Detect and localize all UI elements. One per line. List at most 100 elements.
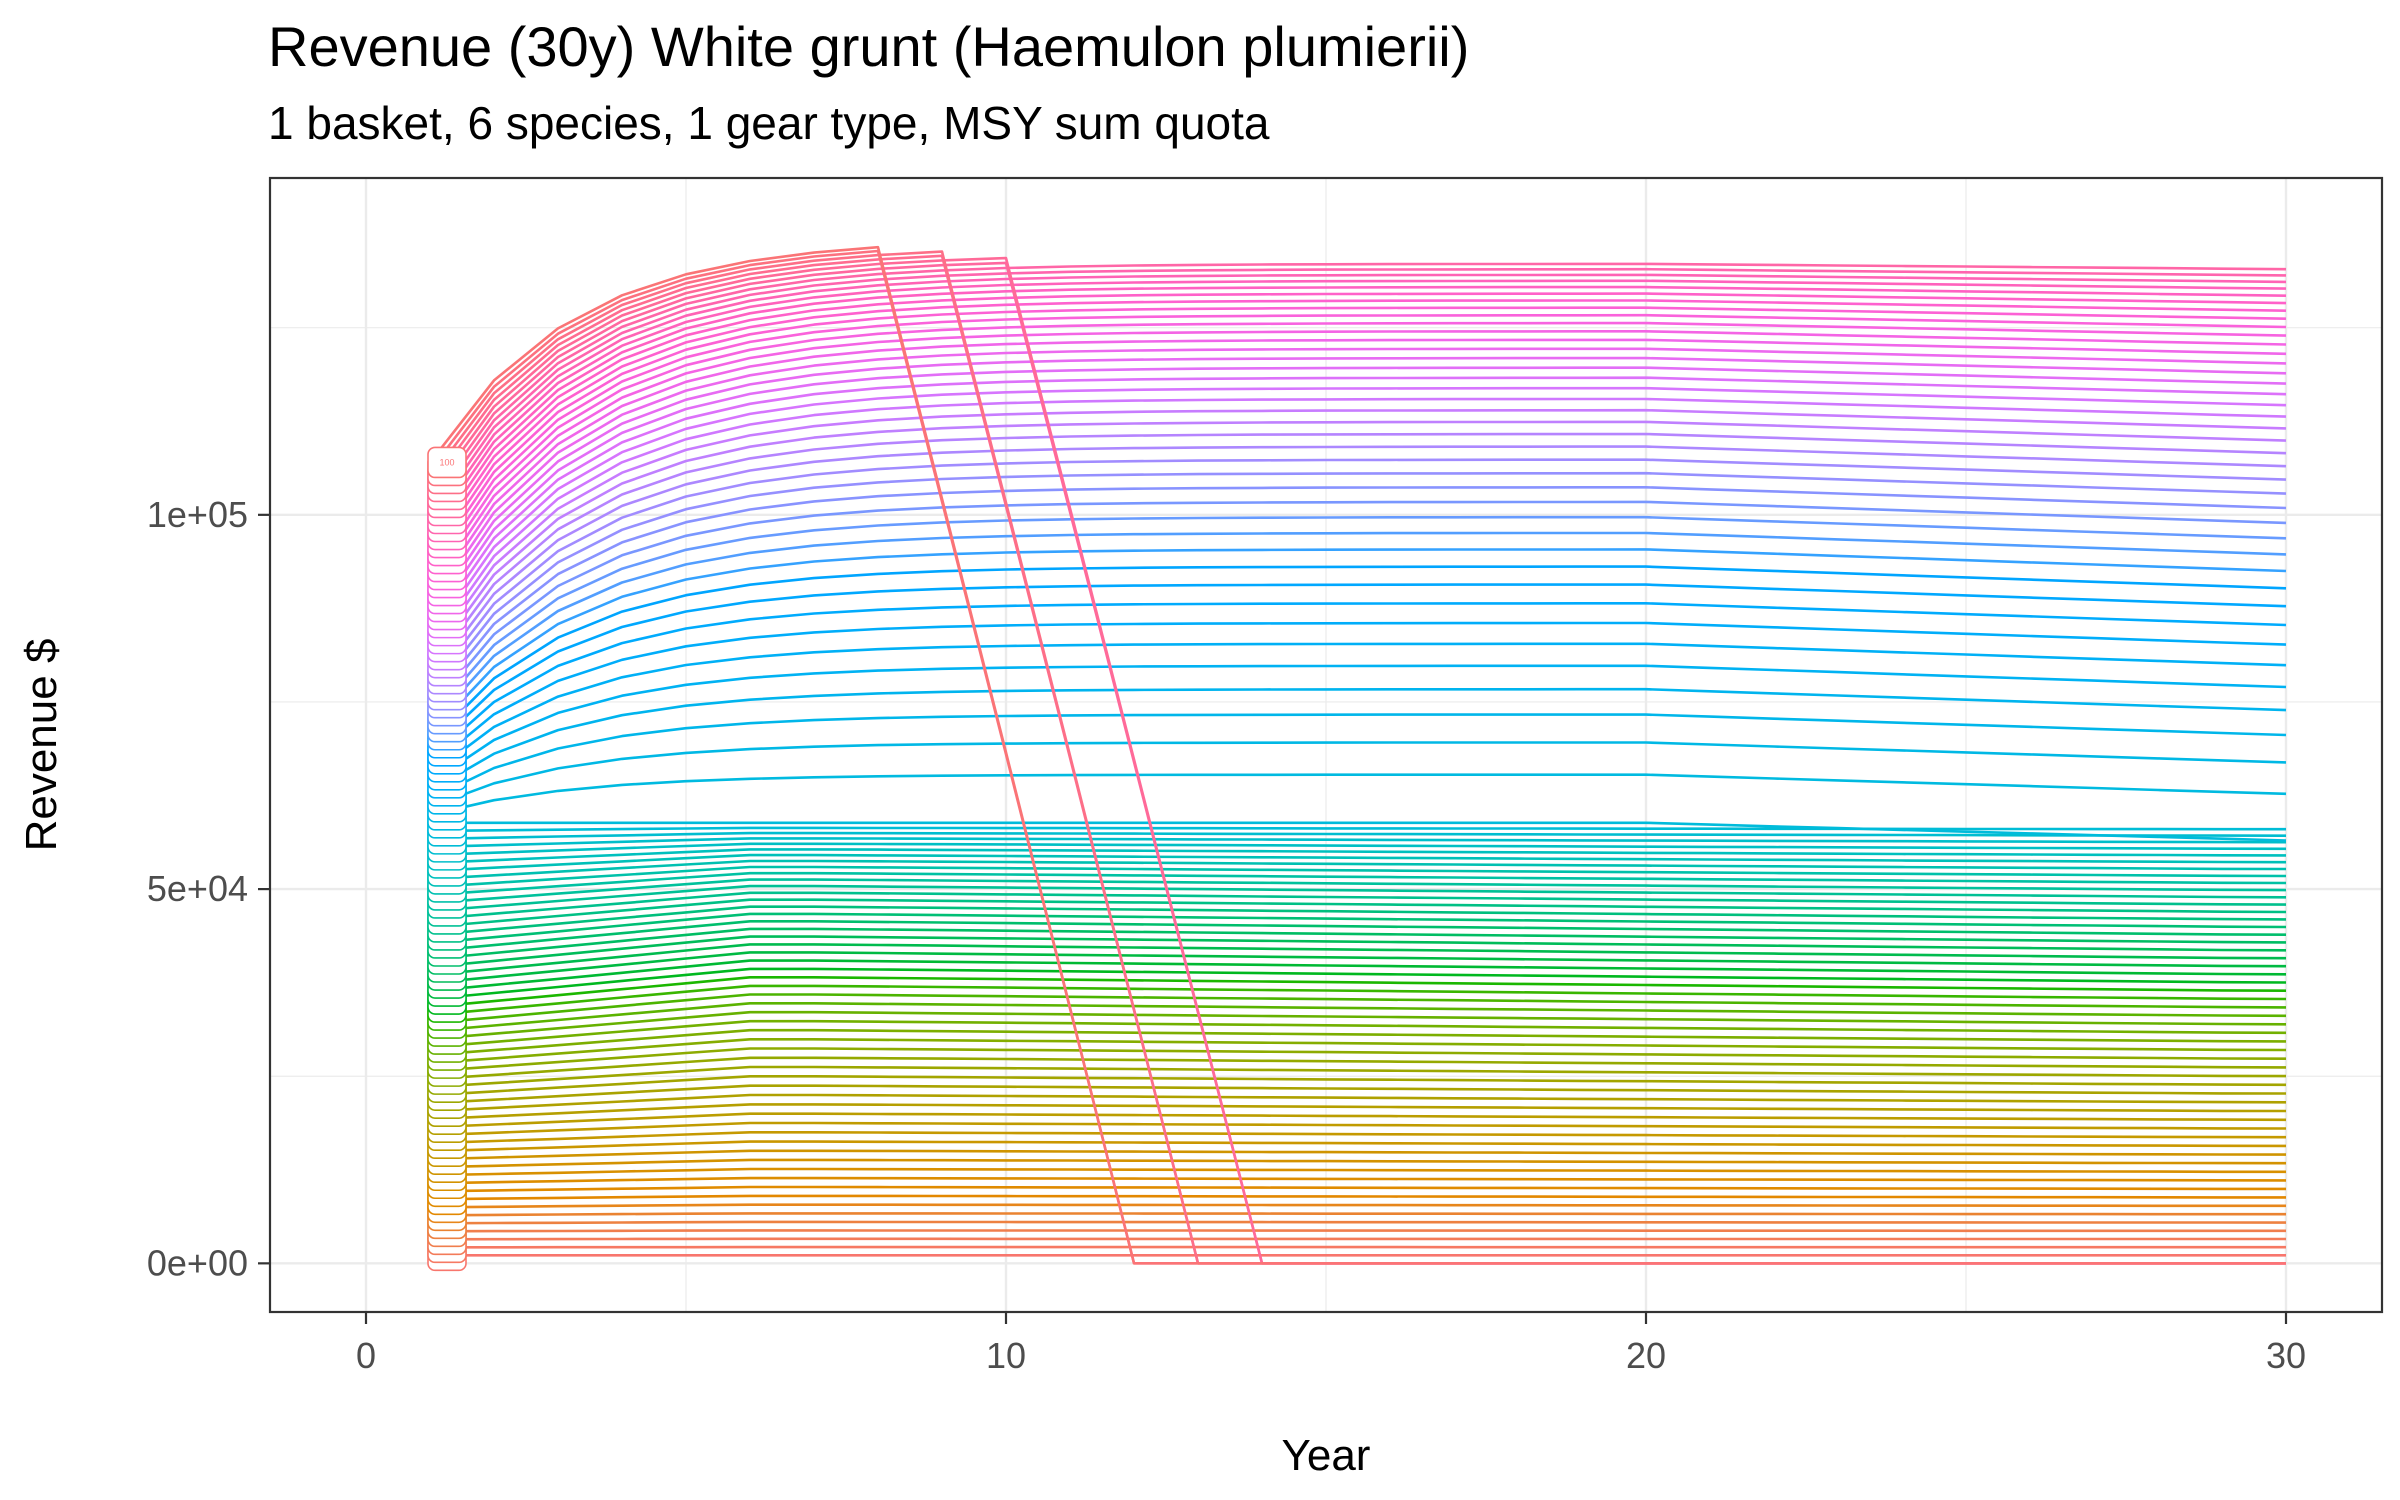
series-line	[429, 1212, 2286, 1217]
series-line	[429, 1176, 2287, 1185]
end-labels: 100	[427, 446, 467, 1272]
series-line	[429, 664, 2287, 784]
series-line	[428, 299, 2287, 560]
series-line	[428, 386, 2287, 640]
series-line	[429, 687, 2287, 792]
series-line	[429, 920, 2287, 953]
series-line	[428, 458, 2287, 688]
series-line	[428, 267, 2287, 520]
series-line	[429, 1093, 2287, 1113]
series-line	[429, 1121, 2287, 1137]
series-line	[429, 884, 2287, 913]
series-line	[429, 826, 2286, 833]
series-line	[429, 878, 2287, 905]
series-line	[430, 821, 2287, 842]
series-line	[429, 1112, 2287, 1129]
series-line	[428, 486, 2287, 704]
series-line	[429, 1065, 2287, 1089]
series-line	[429, 741, 2287, 809]
y-tick-label: 1e+05	[147, 494, 248, 535]
series-line	[429, 500, 2287, 712]
series-line	[429, 865, 2287, 889]
series-line	[429, 602, 2287, 760]
series-line	[429, 1149, 2287, 1161]
series-line	[429, 1131, 2287, 1145]
axes: 0 10 20 30 0e+00 5e+04 1e+05	[147, 494, 2306, 1376]
series-line	[428, 408, 2287, 656]
series-line	[429, 1002, 2287, 1033]
series-line	[429, 951, 2287, 985]
series-line	[429, 1010, 2287, 1041]
series-line	[429, 891, 2287, 921]
series-line	[429, 976, 2287, 1009]
series-line	[429, 1140, 2287, 1153]
series-line	[428, 245, 2286, 1265]
series-line	[429, 1038, 2287, 1065]
series-line	[428, 292, 2287, 552]
series-line	[429, 1203, 2286, 1209]
series-line	[429, 984, 2287, 1017]
x-tick-label: 0	[356, 1335, 376, 1376]
series-line	[428, 262, 2287, 512]
series-line	[429, 1028, 2287, 1057]
series-line	[429, 1103, 2287, 1121]
series-line	[429, 1237, 2286, 1241]
series-line	[429, 621, 2287, 768]
series-line	[428, 366, 2287, 624]
series-line	[429, 871, 2287, 897]
series-line	[428, 338, 2287, 600]
series-line	[428, 285, 2287, 544]
series-line	[429, 935, 2287, 969]
series-line	[429, 1220, 2287, 1225]
series-line	[428, 321, 2287, 584]
series-line	[429, 1167, 2286, 1177]
series-line	[428, 313, 2287, 576]
series-line	[429, 1019, 2287, 1049]
series-line	[429, 773, 2287, 817]
series-line	[429, 1229, 2286, 1233]
series-line	[429, 565, 2287, 744]
series-line	[429, 515, 2287, 720]
series-line	[429, 1075, 2287, 1097]
series-line	[428, 376, 2287, 632]
series-line	[428, 432, 2287, 672]
series-line	[429, 967, 2287, 1001]
series-lines	[428, 245, 2287, 1265]
series-line	[429, 993, 2287, 1025]
series-line	[429, 1056, 2287, 1081]
end-label-text: 100	[439, 457, 454, 467]
series-line	[429, 842, 2287, 857]
series-line	[429, 1194, 2286, 1201]
series-line	[428, 356, 2287, 616]
series-line	[429, 898, 2287, 929]
series-line	[429, 1158, 2287, 1169]
series-line	[429, 1084, 2287, 1105]
series-line	[428, 330, 2287, 592]
series-line	[428, 347, 2287, 608]
series-line	[429, 831, 2287, 841]
y-axis-title: Revenue $	[17, 639, 66, 852]
x-tick-label: 30	[2266, 1335, 2306, 1376]
series-line	[429, 642, 2287, 776]
series-line	[428, 279, 2287, 536]
end-label: 100	[427, 446, 467, 479]
y-tick-label: 0e+00	[147, 1242, 248, 1283]
series-line	[429, 959, 2287, 993]
series-line	[429, 1047, 2287, 1073]
x-tick-label: 10	[986, 1335, 1026, 1376]
series-line	[428, 254, 2286, 1265]
series-line	[429, 548, 2287, 736]
series-line	[428, 306, 2287, 568]
series-line	[429, 927, 2287, 961]
series-line	[428, 420, 2287, 664]
series-line	[429, 583, 2287, 752]
series-line	[428, 445, 2287, 680]
y-tick-label: 5e+04	[147, 868, 248, 909]
series-line	[429, 912, 2287, 945]
x-axis-title: Year	[1282, 1431, 1371, 1480]
series-line	[428, 397, 2287, 648]
series-line	[429, 943, 2287, 977]
series-line	[428, 273, 2287, 528]
series-line	[428, 471, 2287, 696]
